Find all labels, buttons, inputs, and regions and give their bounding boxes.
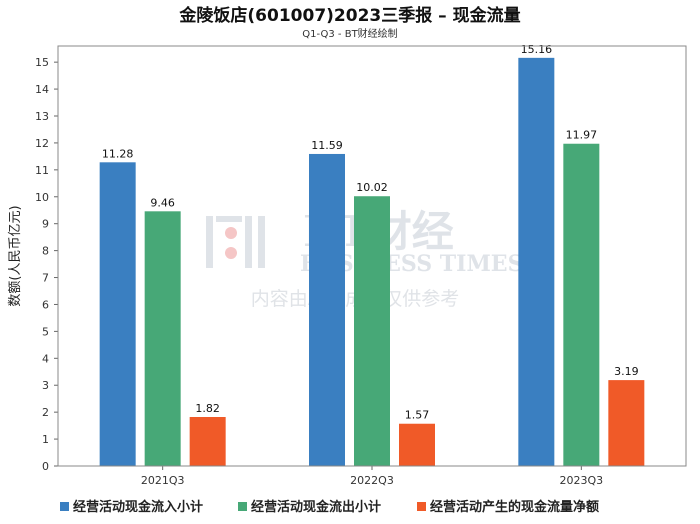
chart-title: 金陵饭店(601007)2023三季报 – 现金流量	[178, 5, 520, 26]
legend: 经营活动现金流入小计 经营活动现金流出小计 经营活动产生的现金流量净额	[60, 499, 599, 515]
x-axis: 2021Q3 2022Q3 2023Q3	[141, 466, 603, 487]
x-tick-label: 2021Q3	[141, 474, 185, 487]
bar-value-label: 11.59	[311, 139, 343, 152]
bar-value-label: 11.97	[566, 129, 598, 142]
bar	[354, 196, 390, 466]
legend-label: 经营活动现金流入小计	[73, 499, 203, 515]
bar	[189, 417, 226, 466]
y-tick-label: 9	[42, 218, 49, 231]
bar	[608, 380, 645, 466]
y-tick-label: 6	[42, 298, 49, 311]
y-tick-label: 7	[42, 272, 49, 285]
y-tick-label: 14	[35, 83, 49, 96]
data-labels: 11.28 9.46 1.82 11.59 10.02 1.57 15.16 11.97 3.1…	[102, 43, 639, 422]
y-tick-label: 13	[35, 110, 49, 123]
bar	[144, 211, 181, 466]
y-tick-label: 10	[35, 191, 49, 204]
x-tick-label: 2023Q3	[560, 474, 604, 487]
bar-value-label: 1.57	[405, 409, 430, 422]
bar-value-label: 9.46	[150, 196, 175, 209]
bar-value-label: 11.28	[102, 147, 134, 160]
y-axis-label: 数额(人民币亿元)	[8, 205, 23, 306]
bar-value-label: 3.19	[614, 365, 639, 378]
chart-subtitle: Q1-Q3 - BT财经绘制	[302, 27, 397, 40]
x-tick-label: 2022Q3	[350, 474, 394, 487]
bar	[309, 153, 345, 466]
y-tick-label: 5	[42, 325, 49, 338]
plot-frame	[57, 45, 687, 467]
bar-value-label: 15.16	[521, 43, 553, 56]
watermark-logo-mark	[206, 216, 265, 268]
y-tick-label: 3	[42, 379, 49, 392]
y-tick-label: 2	[42, 406, 49, 419]
bar	[99, 162, 136, 467]
legend-swatch	[238, 502, 247, 511]
bar-value-label: 1.82	[195, 402, 220, 415]
y-tick-label: 8	[42, 245, 49, 258]
bar	[518, 57, 555, 466]
legend-swatch	[60, 502, 69, 511]
legend-swatch	[417, 502, 426, 511]
bars	[99, 57, 645, 467]
plot-border	[57, 45, 687, 467]
bar	[563, 143, 600, 466]
bar-value-label: 10.02	[356, 181, 388, 194]
y-tick-label: 4	[42, 352, 49, 365]
y-tick-label: 1	[42, 433, 49, 446]
y-tick-label: 0	[42, 460, 49, 473]
y-tick-label: 15	[35, 56, 49, 69]
bar	[399, 423, 435, 466]
legend-label: 经营活动产生的现金流量净额	[430, 499, 599, 515]
y-tick-label: 12	[35, 137, 49, 150]
y-tick-label: 11	[35, 164, 49, 177]
legend-label: 经营活动现金流出小计	[251, 499, 381, 515]
